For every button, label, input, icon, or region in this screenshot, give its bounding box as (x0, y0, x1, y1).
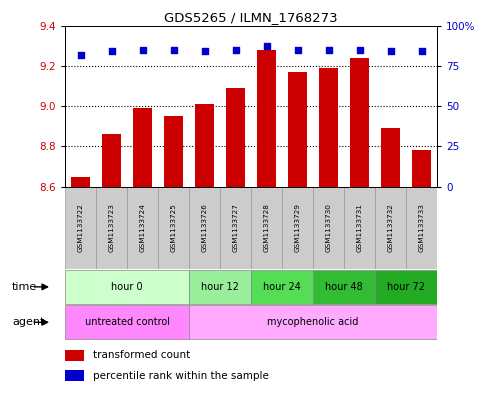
Bar (96, 187, 127, 269)
Bar (127, 187, 158, 269)
Bar (257, 50, 276, 187)
Bar (227, 88, 245, 187)
Bar (71, 176, 90, 187)
Text: GSM1133723: GSM1133723 (109, 204, 114, 252)
Text: untreated control: untreated control (85, 317, 170, 327)
Title: GDS5265 / ILMN_1768273: GDS5265 / ILMN_1768273 (164, 11, 338, 24)
Point (356, 46, 364, 53)
Text: GSM1133730: GSM1133730 (326, 204, 332, 252)
Bar (344, 187, 375, 269)
Text: GSM1133726: GSM1133726 (202, 204, 208, 252)
Text: agent: agent (12, 317, 44, 327)
Text: GSM1133732: GSM1133732 (388, 204, 394, 252)
Text: time: time (12, 282, 37, 292)
Bar (406, 187, 437, 269)
Point (201, 48, 209, 55)
Bar (65, 305, 189, 339)
Point (77, 51, 85, 58)
Text: hour 12: hour 12 (201, 282, 239, 292)
Bar (288, 72, 307, 187)
Bar (189, 270, 251, 304)
Bar (189, 187, 220, 269)
Bar (158, 187, 189, 269)
Point (387, 48, 395, 55)
Text: GSM1133729: GSM1133729 (295, 204, 300, 252)
Point (232, 46, 240, 53)
Point (418, 48, 426, 55)
Bar (196, 104, 214, 187)
Text: hour 24: hour 24 (263, 282, 301, 292)
Bar (251, 187, 282, 269)
Point (170, 46, 178, 53)
Text: GSM1133733: GSM1133733 (419, 204, 425, 252)
Bar (375, 187, 406, 269)
Text: GSM1133731: GSM1133731 (356, 204, 363, 252)
Bar (220, 187, 251, 269)
Bar (412, 151, 431, 187)
Bar (251, 270, 313, 304)
Text: hour 0: hour 0 (112, 282, 143, 292)
Text: hour 48: hour 48 (325, 282, 363, 292)
Text: GSM1133724: GSM1133724 (140, 204, 146, 252)
Point (139, 46, 146, 53)
Bar (65, 370, 84, 381)
Bar (189, 305, 437, 339)
Point (263, 43, 270, 50)
Bar (65, 270, 189, 304)
Bar (313, 187, 344, 269)
Point (294, 46, 301, 53)
Text: transformed count: transformed count (93, 350, 190, 360)
Bar (375, 270, 437, 304)
Bar (65, 349, 84, 361)
Bar (164, 116, 183, 187)
Bar (282, 187, 313, 269)
Text: percentile rank within the sample: percentile rank within the sample (93, 371, 269, 380)
Bar (382, 128, 400, 187)
Text: GSM1133727: GSM1133727 (233, 204, 239, 252)
Bar (65, 187, 96, 269)
Text: hour 72: hour 72 (387, 282, 425, 292)
Point (325, 46, 332, 53)
Bar (319, 68, 338, 187)
Bar (313, 270, 375, 304)
Bar (133, 108, 152, 187)
Text: GSM1133725: GSM1133725 (170, 204, 177, 252)
Text: mycophenolic acid: mycophenolic acid (268, 317, 359, 327)
Bar (102, 134, 121, 187)
Text: GSM1133722: GSM1133722 (78, 204, 84, 252)
Text: GSM1133728: GSM1133728 (264, 204, 270, 252)
Point (108, 48, 115, 55)
Bar (350, 58, 369, 187)
